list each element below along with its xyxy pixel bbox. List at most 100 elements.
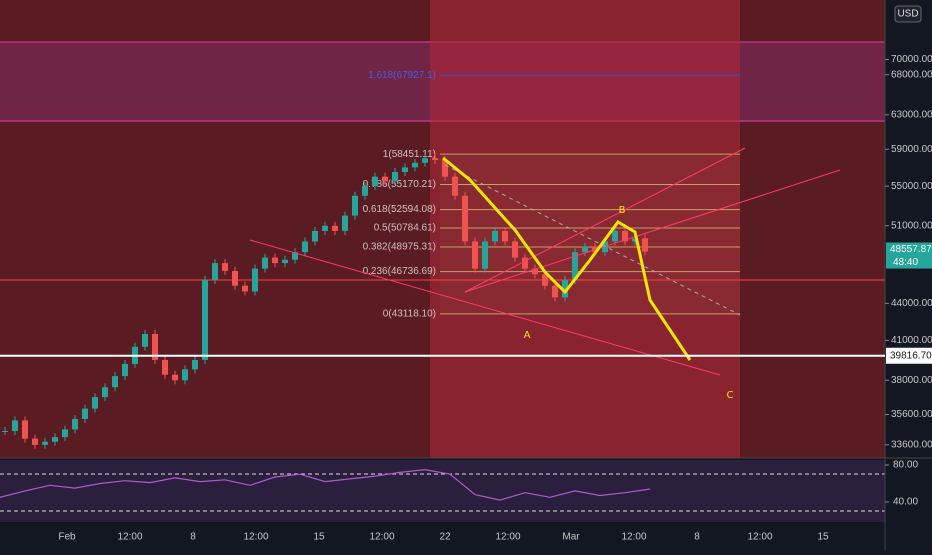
rsi-panel xyxy=(0,460,885,522)
wave-path xyxy=(442,156,692,361)
annotation: A xyxy=(524,330,531,341)
candle xyxy=(32,438,38,445)
candle xyxy=(532,268,538,275)
y-tick-label: 44000.00 xyxy=(891,298,932,309)
candle xyxy=(402,167,408,172)
candle xyxy=(332,225,338,231)
candle xyxy=(622,230,628,242)
candle xyxy=(262,257,268,269)
candle xyxy=(492,230,498,242)
candle xyxy=(212,263,218,280)
fib-label: 0.786(55170.21) xyxy=(363,179,436,190)
y-tick-label: 38000.00 xyxy=(891,375,932,386)
candle xyxy=(102,387,108,398)
x-tick-label: 15 xyxy=(817,532,829,543)
candle xyxy=(12,420,18,431)
candle xyxy=(272,257,278,264)
candle xyxy=(232,270,238,286)
candle xyxy=(522,257,528,269)
annotation: C xyxy=(727,390,734,401)
candle xyxy=(112,376,118,388)
fib-label: 1.618(67927.1) xyxy=(368,70,436,81)
candle xyxy=(632,238,638,242)
candle xyxy=(502,230,508,242)
candle xyxy=(172,374,178,381)
candle xyxy=(122,363,128,377)
x-tick-label: 8 xyxy=(190,532,196,543)
candle xyxy=(182,369,188,381)
y-tick-label: 41000.00 xyxy=(891,335,932,346)
y-tick-label: 59000.00 xyxy=(891,144,932,155)
last-price-badge xyxy=(886,242,932,269)
x-tick-label: 12:00 xyxy=(369,532,394,543)
projection-box xyxy=(430,0,740,458)
candle xyxy=(432,158,438,161)
fib-label: 1(58451.11) xyxy=(383,149,436,160)
trend-line xyxy=(249,239,721,376)
last-price-label: 48557.87 xyxy=(890,244,932,255)
candle xyxy=(452,176,458,196)
fib-label: 0(43118.10) xyxy=(383,309,436,320)
trend-line xyxy=(464,169,841,293)
candle xyxy=(302,241,308,253)
candle xyxy=(242,285,248,292)
fib-label: 0.236(46736.69) xyxy=(363,266,436,277)
rsi-tick-label: 40.00 xyxy=(893,497,918,508)
candle xyxy=(252,268,258,292)
candle xyxy=(52,437,58,442)
candle xyxy=(562,279,568,298)
fib-label: 0.5(50784.61) xyxy=(374,223,436,234)
candle xyxy=(282,259,288,264)
projection-line xyxy=(444,164,741,316)
x-tick-label: 12:00 xyxy=(747,532,772,543)
trend-line xyxy=(464,147,746,293)
candle xyxy=(192,359,198,370)
fib-label: 0.382(48975.31) xyxy=(363,242,436,253)
candle xyxy=(42,441,48,445)
candle xyxy=(292,252,298,260)
countdown: 48:40 xyxy=(893,257,918,268)
x-tick-label: 12:00 xyxy=(117,532,142,543)
candle xyxy=(482,241,488,269)
y-tick-label: 70000.00 xyxy=(891,54,932,65)
marks: 1.618(67927.1) 1(58451.11) 0.786(55170.21)… xyxy=(2,70,740,449)
x-tick-label: Feb xyxy=(58,532,76,543)
candle xyxy=(142,333,148,347)
candle xyxy=(362,186,368,196)
fib-label: 0.618(52594.08) xyxy=(363,204,436,215)
x-tick-label: 8 xyxy=(694,532,700,543)
x-tick-label: 15 xyxy=(313,532,325,543)
candle xyxy=(312,230,318,242)
candle xyxy=(512,241,518,258)
candle xyxy=(202,279,208,360)
candle xyxy=(372,176,378,187)
candle xyxy=(72,418,78,430)
candle xyxy=(352,195,358,216)
candle xyxy=(382,176,388,182)
rsi-line xyxy=(0,468,651,501)
y-tick-label: 51000.00 xyxy=(891,220,932,231)
candle xyxy=(422,158,428,163)
candle xyxy=(582,246,588,253)
candle xyxy=(472,241,478,269)
y-tick-label: 68000.00 xyxy=(891,69,932,80)
rsi-tick-label: 80.00 xyxy=(893,460,918,471)
candle xyxy=(462,195,468,242)
candle xyxy=(542,274,548,286)
currency-badge xyxy=(894,5,922,23)
candle xyxy=(412,162,418,168)
candle xyxy=(552,285,558,298)
x-tick-label: 12:00 xyxy=(621,532,646,543)
candle xyxy=(2,430,8,432)
candle xyxy=(572,252,578,280)
x-tick-label: 12:00 xyxy=(243,532,268,543)
candle xyxy=(342,215,348,231)
candle xyxy=(222,263,228,271)
candle xyxy=(612,230,618,242)
fib-box xyxy=(440,155,740,315)
candle xyxy=(642,238,648,252)
candle xyxy=(62,429,68,438)
y-tick-label: 35600.00 xyxy=(891,409,932,420)
currency: USD xyxy=(897,9,918,20)
